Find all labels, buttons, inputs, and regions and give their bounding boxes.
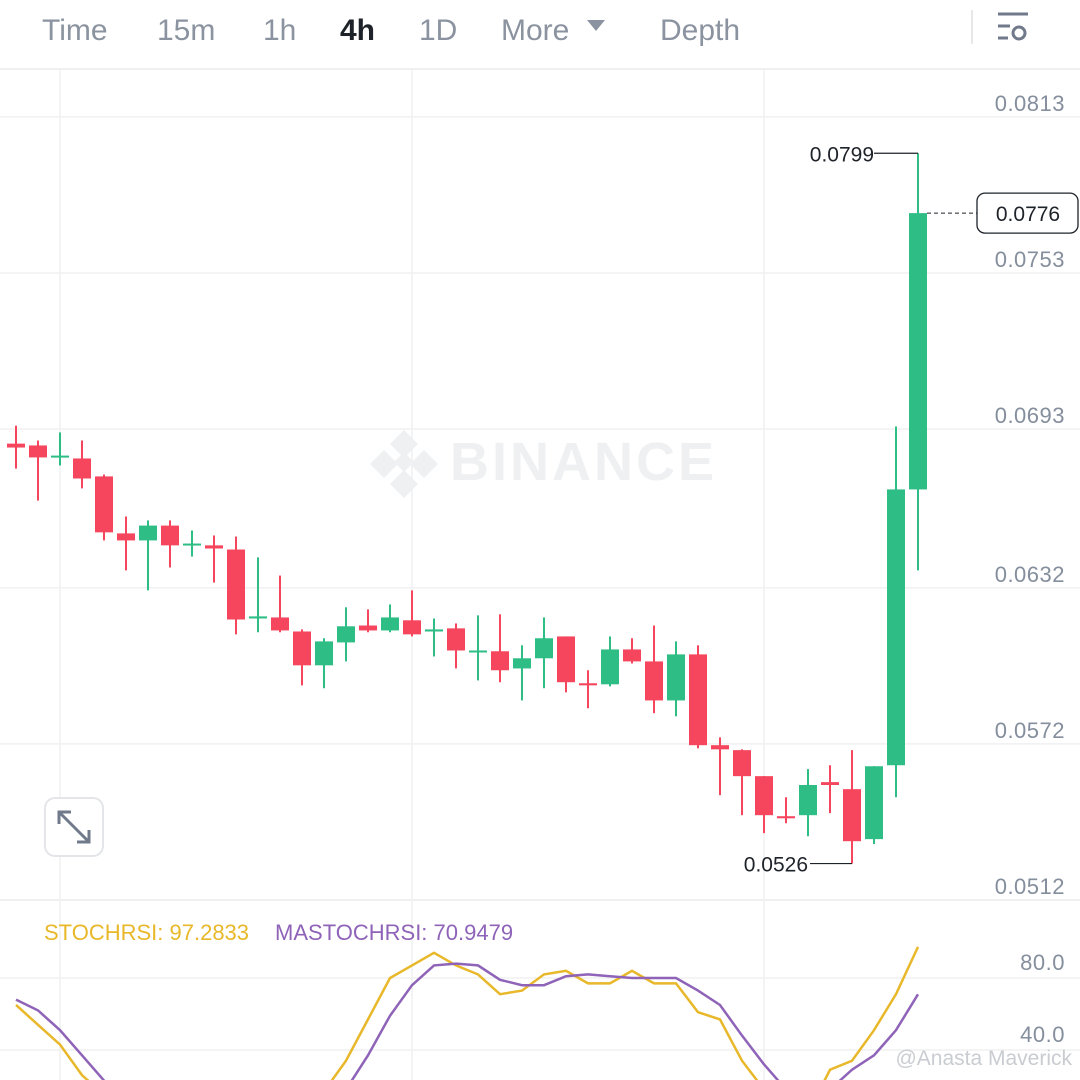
candle-body (491, 651, 509, 671)
indicator-line (15, 946, 920, 1080)
y-tick-label: 0.0632 (995, 562, 1065, 587)
candle-body (755, 776, 773, 816)
dropdown-arrow (587, 20, 605, 31)
indicator-line (15, 962, 920, 1080)
candle-body (293, 631, 311, 666)
candle-body (623, 649, 641, 662)
candle-body (227, 549, 245, 620)
candle-body (205, 545, 223, 549)
candle-body (689, 654, 707, 746)
settings-icon[interactable] (998, 12, 1028, 41)
candle-body (139, 525, 157, 541)
tab[interactable]: 4h (340, 14, 375, 47)
candle-body (733, 750, 751, 777)
expand-button[interactable] (44, 797, 104, 857)
last-price-box (976, 192, 1079, 234)
candle-body (403, 620, 421, 635)
last-price-label: 0.0776 (996, 203, 1060, 226)
candle-body (645, 661, 663, 701)
candle-body (667, 654, 685, 701)
candle-body (535, 638, 553, 659)
y-tick-label: 0.0572 (995, 718, 1065, 743)
candle-body (271, 617, 289, 631)
candle-body (909, 213, 927, 490)
watermark: BINANCE (450, 432, 717, 492)
candle-body (95, 476, 113, 533)
credit: @Anasta Maverick (895, 1047, 1072, 1070)
candle-body (161, 525, 179, 546)
candle-body (601, 649, 619, 685)
tab[interactable]: Depth (660, 14, 740, 47)
candle-body (447, 628, 465, 651)
candle-body (117, 533, 135, 541)
legend-entry: MASTOCHRSI: 70.9479 (275, 920, 513, 945)
candle-body (513, 658, 531, 669)
candle-body (249, 616, 267, 619)
v-grid (59, 70, 765, 1080)
candle-body (183, 543, 201, 546)
y-tick-label: 0.0512 (995, 874, 1065, 899)
candle-body (73, 458, 91, 479)
candle-body (711, 745, 729, 750)
y-tick-label: 0.0693 (995, 403, 1065, 428)
watermark-logo (370, 430, 438, 498)
candle-body (51, 455, 69, 458)
y-tick-label: 0.0813 (995, 91, 1065, 116)
candle-body (7, 443, 25, 448)
candle-body (425, 629, 443, 632)
tab[interactable]: Time (42, 14, 108, 47)
tab-bar: Time 15m 1h 4h 1D More Depth (42, 14, 740, 47)
y-tick-label: 0.0753 (995, 247, 1065, 272)
candle-body (29, 445, 47, 458)
candle-body (799, 784, 817, 816)
candle-body (843, 789, 861, 842)
low-label: 0.0526 (744, 854, 808, 877)
price-panel (0, 116, 1080, 900)
candle-body (777, 816, 795, 819)
candle-body (337, 626, 355, 643)
y-tick-label: 40.0 (1020, 1022, 1065, 1047)
tab[interactable]: 1D (419, 14, 457, 47)
candle-body (381, 617, 399, 631)
candle-body (887, 489, 905, 766)
candle-body (557, 636, 575, 683)
overlay: 0.0813 0.0753 0.0693 0.0632 0.0572 0.0512 0.07… (44, 91, 1079, 1047)
indicator-panel (0, 946, 1080, 1080)
candle-body (865, 766, 883, 840)
y-tick-label: 80.0 (1020, 950, 1065, 975)
tab[interactable]: 15m (157, 14, 215, 47)
candle-body (315, 641, 333, 666)
high-label: 0.0799 (810, 143, 874, 166)
candle-body (359, 625, 377, 631)
candle-body (821, 782, 839, 785)
candle-body (469, 650, 487, 653)
legend-entry: STOCHRSI: 97.2833 (44, 920, 249, 945)
tab[interactable]: 1h (263, 14, 296, 47)
candle-body (579, 683, 597, 686)
tab[interactable]: More (501, 14, 569, 47)
